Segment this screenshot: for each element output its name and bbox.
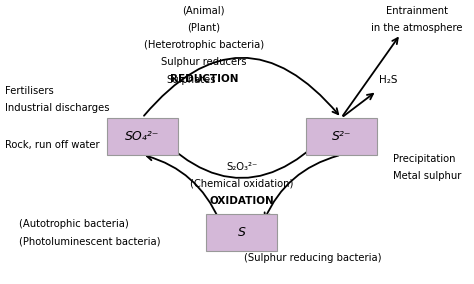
Text: S²⁻: S²⁻ xyxy=(331,130,351,143)
Text: Precipitation: Precipitation xyxy=(393,154,456,164)
Text: (Plant): (Plant) xyxy=(187,23,220,33)
Text: (Animal): (Animal) xyxy=(182,6,225,16)
Text: Fertilisers: Fertilisers xyxy=(5,86,54,96)
FancyBboxPatch shape xyxy=(306,118,377,155)
Text: Industrial discharges: Industrial discharges xyxy=(5,103,109,113)
FancyArrowPatch shape xyxy=(144,58,338,116)
FancyBboxPatch shape xyxy=(206,214,277,251)
FancyArrowPatch shape xyxy=(147,155,219,220)
Text: SO₄²⁻: SO₄²⁻ xyxy=(125,130,159,143)
Text: Sulphur reducers: Sulphur reducers xyxy=(161,57,246,67)
FancyArrowPatch shape xyxy=(146,120,339,178)
Text: in the atmosphere: in the atmosphere xyxy=(371,23,463,33)
Text: (Heterotrophic bacteria): (Heterotrophic bacteria) xyxy=(144,40,264,50)
Text: Sulphates: Sulphates xyxy=(166,74,215,85)
Text: Metal sulphur: Metal sulphur xyxy=(393,171,462,181)
Text: Rock, run off water: Rock, run off water xyxy=(5,140,100,150)
Text: REDUCTION: REDUCTION xyxy=(170,74,238,84)
Text: (Chemical oxidation): (Chemical oxidation) xyxy=(190,179,293,189)
Text: S: S xyxy=(238,226,246,239)
Text: OXIDATION: OXIDATION xyxy=(210,196,274,206)
FancyArrowPatch shape xyxy=(264,156,338,218)
Text: S₂O₃²⁻: S₂O₃²⁻ xyxy=(226,162,257,172)
Text: (Sulphur reducing bacteria): (Sulphur reducing bacteria) xyxy=(244,253,382,264)
Text: H₂S: H₂S xyxy=(379,74,398,85)
Text: Entrainment: Entrainment xyxy=(386,6,448,16)
Text: (Autotrophic bacteria): (Autotrophic bacteria) xyxy=(19,219,129,229)
Text: (Photoluminescent bacteria): (Photoluminescent bacteria) xyxy=(19,236,161,247)
FancyArrowPatch shape xyxy=(109,133,119,139)
FancyArrowPatch shape xyxy=(343,38,398,116)
FancyArrowPatch shape xyxy=(344,94,373,116)
FancyBboxPatch shape xyxy=(107,118,178,155)
